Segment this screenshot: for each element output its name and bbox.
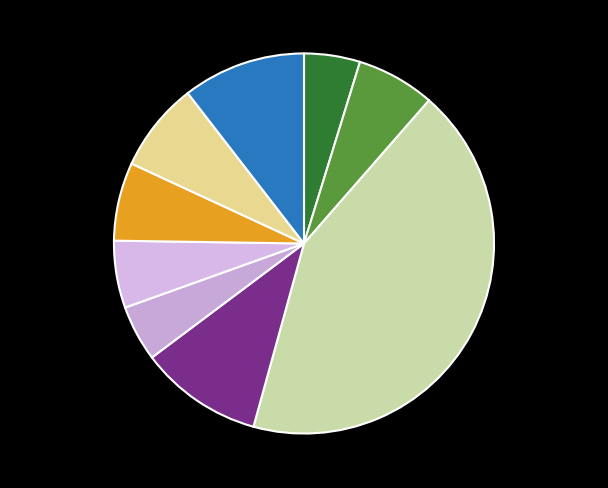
Wedge shape (131, 94, 304, 244)
Wedge shape (114, 241, 304, 308)
Wedge shape (304, 63, 429, 244)
Wedge shape (188, 54, 304, 244)
Wedge shape (304, 54, 360, 244)
Wedge shape (152, 244, 304, 427)
Wedge shape (254, 101, 494, 434)
Wedge shape (125, 244, 304, 358)
Wedge shape (114, 164, 304, 244)
